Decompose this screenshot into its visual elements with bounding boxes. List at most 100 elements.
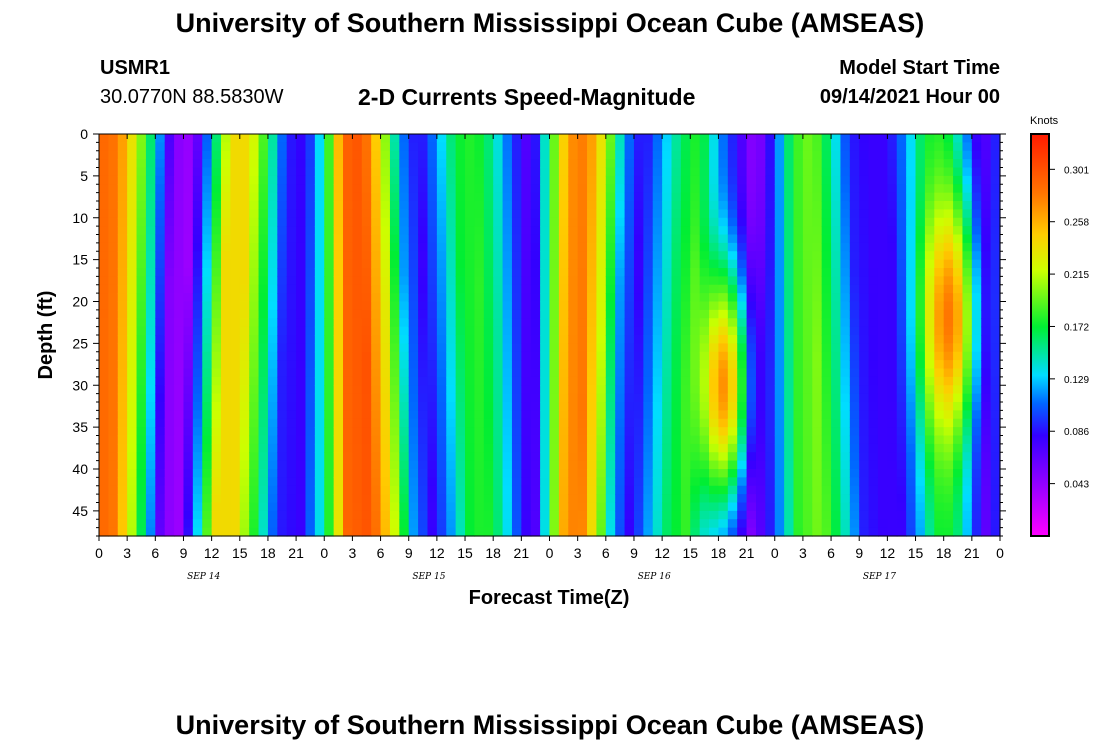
heatmap-cell [718,351,729,361]
heatmap-cell [192,435,203,445]
heatmap-cell [511,494,522,504]
heatmap-cell [793,502,804,512]
heatmap-cell [643,159,654,169]
heatmap-cell [202,293,213,303]
heatmap-cell [793,184,804,194]
heatmap-cell [164,427,175,437]
heatmap-cell [981,201,992,210]
heatmap-cell [802,142,813,152]
heatmap-cell [511,284,522,294]
heatmap-cell [662,360,673,370]
heatmap-cell [896,192,907,202]
heatmap-cell [671,469,682,478]
heatmap-cell [483,460,494,470]
heatmap-cell [249,418,260,428]
heatmap-cell [511,192,522,202]
heatmap-cell [727,519,738,529]
heatmap-cell [239,134,250,143]
heatmap-cell [943,343,954,353]
heatmap-cell [305,418,316,428]
heatmap-cell [558,142,569,152]
heatmap-cell [230,309,241,319]
heatmap-cell [793,226,804,236]
heatmap-cell [164,502,175,512]
heatmap-cell [221,293,231,303]
y-tick-label: 25 [72,335,88,351]
heatmap-cell [418,226,429,236]
heatmap-cell [558,351,569,361]
heatmap-cell [643,192,654,202]
heatmap-cell [953,192,964,202]
heatmap-cell [324,201,335,210]
heatmap-cell [145,527,156,537]
heatmap-cell [483,418,494,428]
heatmap-cell [690,385,701,395]
heatmap-cell [267,460,278,470]
heatmap-cell [324,385,335,395]
heatmap-cell [511,150,522,160]
heatmap-cell [446,184,457,194]
heatmap-cell [249,150,260,160]
heatmap-cell [296,309,307,319]
heatmap-cell [784,309,795,319]
heatmap-cell [868,469,879,478]
heatmap-cell [427,460,438,470]
heatmap-cell [343,268,354,277]
x-tick-label: 3 [349,545,357,561]
heatmap-cell [652,259,663,269]
heatmap-cell [765,217,776,227]
heatmap-cell [962,510,973,520]
heatmap-cell [690,142,701,152]
heatmap-cell [371,268,382,277]
heatmap-cell [192,326,203,336]
heatmap-cell [577,276,588,286]
heatmap-cell [164,435,175,445]
heatmap-cell [192,351,203,361]
heatmap-cell [849,301,860,311]
heatmap-cell [99,360,109,370]
heatmap-cell [530,360,541,370]
heatmap-cell [727,435,738,445]
heatmap-cell [408,167,419,177]
heatmap-cell [577,418,588,428]
heatmap-cell [859,201,870,210]
heatmap-cell [99,469,109,478]
heatmap-cell [540,301,551,311]
heatmap-cell [690,217,701,227]
heatmap-cell [202,326,213,336]
heatmap-cell [324,469,335,478]
heatmap-cell [145,443,156,453]
heatmap-cell [371,485,382,495]
heatmap-cell [990,259,1001,269]
heatmap-cell [221,402,231,411]
heatmap-cell [136,251,147,261]
heatmap-cell [802,385,813,395]
heatmap-cell [953,343,964,353]
x-tick-label: 18 [936,545,952,561]
heatmap-cell [633,234,644,244]
heatmap-cell [511,360,522,370]
heatmap-cell [427,134,438,143]
heatmap-cell [990,209,1001,219]
heatmap-cell [389,192,400,202]
heatmap-cell [558,259,569,269]
heatmap-cell [465,452,476,462]
y-tick-label: 0 [80,126,88,142]
heatmap-cell [446,494,457,504]
heatmap-cell [296,527,307,537]
heatmap-cell [765,402,776,411]
heatmap-cell [755,134,766,143]
heatmap-cell [427,217,438,227]
heatmap-cell [380,452,391,462]
heatmap-cell [211,368,222,378]
heatmap-cell [962,134,973,143]
heatmap-cell [502,284,513,294]
heatmap-cell [258,142,269,152]
heatmap-cell [502,460,513,470]
heatmap-cell [990,502,1001,512]
heatmap-cell [99,259,109,269]
heatmap-cell [155,242,166,252]
heatmap-cell [314,251,325,261]
heatmap-cell [314,452,325,462]
